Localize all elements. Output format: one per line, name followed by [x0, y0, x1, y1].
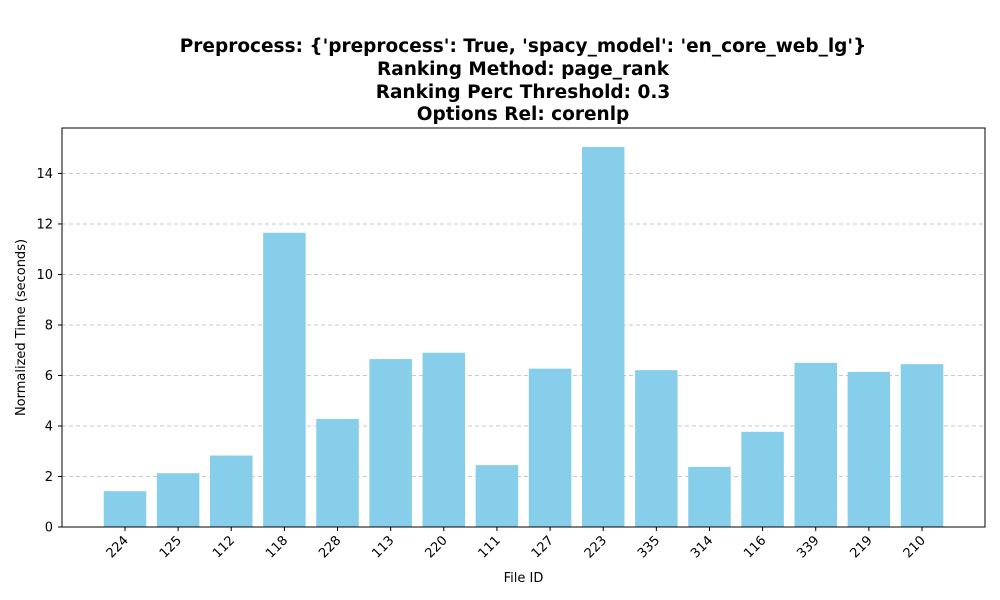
x-tick-label: 116	[741, 533, 769, 561]
x-tick-label: 335	[635, 533, 663, 561]
y-tick-label: 2	[45, 470, 53, 485]
x-tick-label: 125	[157, 533, 185, 561]
bar-210	[900, 364, 944, 527]
y-axis-ticks: 0 2 4 6 8 10 12 14	[36, 167, 62, 536]
y-tick-label: 4	[45, 419, 53, 434]
x-tick-label: 118	[263, 533, 291, 561]
y-axis-label: Normalized Time (seconds)	[14, 239, 29, 416]
bar-118	[263, 232, 306, 527]
bar-220	[422, 352, 466, 527]
x-tick-label: 228	[316, 533, 344, 561]
y-tick-label: 14	[36, 167, 53, 182]
bar-314	[688, 466, 731, 527]
bar-228	[316, 418, 359, 527]
bar-111	[475, 465, 519, 527]
x-tick-label: 111	[476, 533, 504, 561]
x-tick-label: 210	[901, 533, 929, 561]
x-tick-label: 220	[422, 533, 450, 561]
x-tick-label: 339	[794, 533, 822, 561]
bar-125	[156, 473, 200, 527]
x-tick-label: 112	[210, 533, 238, 561]
x-axis-ticks: 224 125 112 118 228 113 220 111 127 223 335 314 116 3…	[104, 527, 929, 561]
title-line-4: Options Rel: corenlp	[417, 104, 630, 125]
x-tick-label: 127	[529, 533, 557, 561]
chart-title: Preprocess: {'preprocess': True, 'spacy_…	[180, 36, 867, 125]
y-tick-label: 8	[45, 318, 53, 333]
y-tick-label: 12	[36, 217, 53, 232]
bar-339	[794, 362, 837, 527]
x-tick-label: 223	[582, 533, 610, 561]
bars	[103, 146, 944, 527]
x-tick-label: 219	[848, 533, 876, 561]
x-tick-label: 113	[369, 533, 397, 561]
y-tick-label: 0	[45, 521, 53, 536]
x-tick-label: 224	[104, 533, 132, 561]
y-tick-label: 10	[36, 268, 53, 283]
bar-116	[741, 431, 784, 527]
title-line-3: Ranking Perc Threshold: 0.3	[376, 82, 671, 103]
bar-335	[635, 370, 678, 527]
bar-224	[103, 491, 147, 527]
y-tick-label: 6	[45, 369, 53, 384]
grid-lines	[62, 172, 985, 477]
bar-113	[369, 359, 412, 527]
bar-112	[210, 455, 253, 527]
x-tick-label: 314	[688, 533, 716, 561]
x-axis-label: File ID	[504, 571, 544, 586]
bar-127	[528, 368, 572, 527]
title-line-1: Preprocess: {'preprocess': True, 'spacy_…	[180, 36, 867, 57]
plot-frame	[61, 127, 986, 528]
bar-219	[847, 371, 891, 527]
title-line-2: Ranking Method: page_rank	[377, 59, 670, 80]
bar-223	[581, 146, 625, 527]
